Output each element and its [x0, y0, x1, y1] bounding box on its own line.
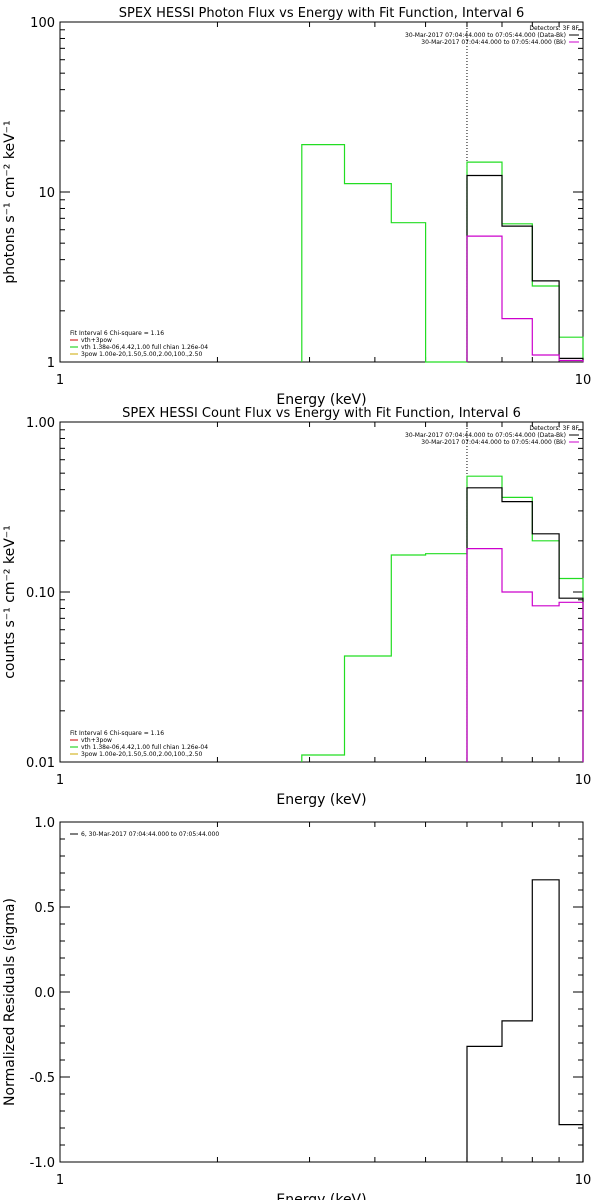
panel-1-ylabel: photons s⁻¹ cm⁻² keV⁻¹ [2, 120, 18, 283]
y-tick-label: 1.0 [34, 816, 55, 831]
panel-2-xlabel: Energy (keV) [276, 792, 366, 808]
legend-entry: 30-Mar-2017 07:04:44.000 to 07:05:44.000… [421, 39, 566, 46]
legend-entry: 30-Mar-2017 07:04:44.000 to 07:05:44.000… [405, 432, 566, 439]
y-tick-label: 0.10 [26, 586, 55, 601]
legend-header: Detectors: 3F 8F [529, 425, 579, 432]
series-2-histogram [466, 487, 584, 762]
legend-header: Fit Interval 6 Chi-square = 1.16 [70, 730, 164, 737]
series-3-histogram [466, 548, 584, 762]
legend-entry: vth 1.38e-06,4.42,1.00 full chian 1.26e-… [81, 344, 208, 351]
y-tick-label: 10 [38, 186, 55, 201]
y-tick-label: 100 [30, 16, 55, 31]
y-tick-label: 0.5 [34, 901, 55, 916]
y-tick-label: 1.00 [26, 416, 55, 431]
y-tick-label: 1 [47, 356, 55, 371]
x-tick-label: 10 [575, 373, 592, 388]
legend-entry: vth+3pow [81, 337, 112, 344]
panel-2-ylabel: counts s⁻¹ cm⁻² keV⁻¹ [2, 525, 18, 679]
legend-entry: 30-Mar-2017 07:04:44.000 to 07:05:44.000… [405, 32, 566, 39]
y-tick-label: -0.5 [30, 1071, 55, 1086]
series-3-histogram [466, 235, 584, 362]
x-tick-label: 1 [56, 1173, 64, 1188]
panel-1-title: SPEX HESSI Photon Flux vs Energy with Fi… [119, 6, 525, 21]
legend-entry: 30-Mar-2017 07:04:44.000 to 07:05:44.000… [421, 439, 566, 446]
x-tick-label: 10 [575, 773, 592, 788]
panel-3-ylabel: Normalized Residuals (sigma) [2, 898, 18, 1106]
y-tick-label: -1.0 [30, 1156, 55, 1171]
y-tick-label: 0.01 [26, 756, 55, 771]
legend-entry: 3pow 1.00e-20,1.50,5.00,2.00,100.,2.50 [81, 751, 202, 758]
x-tick-label: 10 [575, 1173, 592, 1188]
series-1-histogram [466, 879, 584, 1162]
panel-2-title: SPEX HESSI Count Flux vs Energy with Fit… [122, 406, 521, 421]
legend-entry: 6, 30-Mar-2017 07:04:44.000 to 07:05:44.… [81, 831, 219, 838]
legend-header: Detectors: 3F 8F [529, 25, 579, 32]
panel-1-xlabel: Energy (keV) [276, 392, 366, 408]
panel-3-xlabel: Energy (keV) [276, 1192, 366, 1200]
legend-entry: vth+3pow [81, 737, 112, 744]
x-tick-label: 1 [56, 373, 64, 388]
y-tick-label: 0.0 [34, 986, 55, 1001]
x-tick-label: 1 [56, 773, 64, 788]
series-2-histogram [466, 174, 584, 362]
legend-entry: vth 1.38e-06,4.42,1.00 full chian 1.26e-… [81, 744, 208, 751]
legend-entry: 3pow 1.00e-20,1.50,5.00,2.00,100.,2.50 [81, 351, 202, 358]
legend-header: Fit Interval 6 Chi-square = 1.16 [70, 330, 164, 337]
